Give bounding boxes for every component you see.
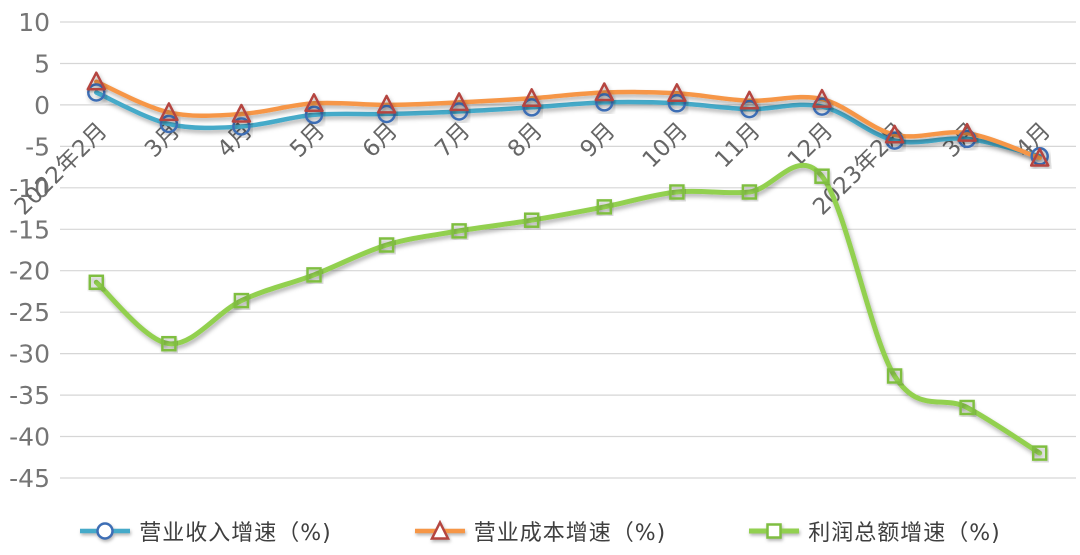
- y-axis-tick-label: 0: [34, 91, 50, 120]
- x-axis-category-label: 6月: [358, 118, 403, 163]
- data-point-marker-triangle: [1029, 147, 1050, 167]
- x-axis-category-label: 11月: [710, 118, 765, 173]
- y-axis-tick-label: -35: [9, 381, 50, 410]
- y-axis-tick-label: -45: [9, 464, 50, 493]
- data-point-marker-triangle: [376, 94, 397, 114]
- data-point-marker-circle: [595, 93, 614, 112]
- y-axis-tick-label: 10: [18, 8, 50, 37]
- data-point-marker-square: [88, 274, 105, 291]
- y-axis-tick-label: -40: [9, 423, 50, 452]
- series-line-1: [94, 79, 1042, 161]
- legend-label-cost-growth: 营业成本增速（%): [473, 521, 667, 546]
- data-point-marker-triangle: [667, 83, 687, 103]
- data-point-marker-circle: [449, 102, 469, 121]
- data-point-marker-square: [161, 335, 177, 352]
- legend-line-square-icon: [749, 523, 800, 539]
- y-axis-tick-label: -25: [9, 298, 50, 327]
- data-point-marker-square: [523, 212, 540, 228]
- data-point-marker-triangle: [739, 90, 760, 110]
- data-point-marker-square: [451, 223, 467, 239]
- data-point-marker-square: [1031, 445, 1048, 461]
- x-axis-category-label: 7月: [430, 118, 475, 163]
- y-axis-tick-label: -30: [9, 340, 50, 369]
- x-axis-category-label: 9月: [576, 118, 621, 163]
- data-point-marker-triangle: [812, 88, 832, 108]
- data-point-marker-triangle: [884, 124, 905, 144]
- data-point-marker-circle: [522, 98, 541, 117]
- data-point-marker-square: [596, 199, 613, 215]
- x-axis-category-label: 5月: [285, 118, 330, 163]
- data-point-marker-square: [669, 184, 685, 200]
- data-point-marker-circle: [87, 83, 106, 102]
- data-point-marker-circle: [232, 117, 251, 136]
- data-point-marker-circle: [159, 114, 179, 134]
- y-axis-tick-label: -10: [9, 174, 50, 203]
- legend-item-profit-growth: 利润总额增速（%): [748, 515, 1001, 547]
- data-point-marker-circle: [304, 105, 324, 125]
- data-point-marker-square: [959, 399, 975, 416]
- legend-item-cost-growth: 营业成本增速（%): [414, 515, 667, 547]
- data-point-marker-triangle: [521, 88, 542, 108]
- x-axis-category-label: 10月: [638, 118, 693, 173]
- data-point-marker-square: [741, 184, 758, 200]
- y-axis-tick-label: 5: [34, 50, 50, 79]
- data-point-marker-triangle: [231, 103, 252, 123]
- data-point-marker-triangle: [86, 71, 107, 91]
- legend-label-revenue-growth: 营业收入增速（%): [139, 521, 332, 546]
- chart-legend: 营业收入增速（%) 营业成本增速（%) 利润总额增速（%): [0, 515, 1080, 547]
- data-point-marker-square: [886, 368, 903, 384]
- data-point-marker-triangle: [957, 122, 977, 142]
- data-point-marker-square: [306, 267, 322, 283]
- legend-line-triangle-icon: [414, 520, 465, 540]
- y-axis-tick-label: -5: [25, 132, 50, 161]
- data-point-marker-triangle: [304, 93, 324, 113]
- data-point-marker-circle: [377, 104, 396, 124]
- series-line-2: [93, 162, 1043, 456]
- data-point-marker-square: [378, 237, 395, 253]
- legend-label-profit-growth: 利润总额增速（%): [808, 521, 1001, 546]
- x-axis-category-label: 8月: [503, 118, 548, 163]
- y-axis-tick-label: -15: [9, 215, 50, 244]
- data-point-marker-triangle: [449, 92, 469, 112]
- legend-line-circle-icon: [80, 522, 131, 540]
- data-point-marker-triangle: [159, 102, 179, 122]
- data-point-marker-circle: [667, 94, 687, 113]
- data-point-marker-square: [814, 168, 830, 184]
- data-point-marker-square: [233, 292, 250, 309]
- legend-item-revenue-growth: 营业收入增速（%): [79, 515, 332, 547]
- y-axis-tick-label: -20: [9, 257, 50, 286]
- data-point-marker-triangle: [594, 82, 615, 102]
